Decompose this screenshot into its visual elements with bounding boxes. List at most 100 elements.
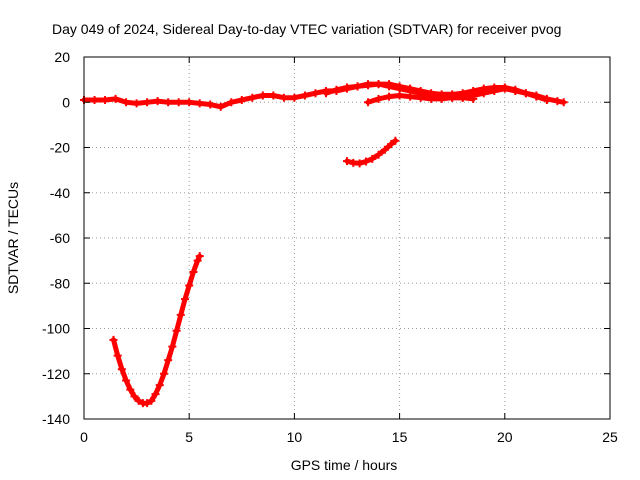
data-point — [395, 91, 404, 100]
series-arc-13h — [343, 136, 400, 168]
data-point — [332, 85, 341, 94]
data-point — [185, 281, 194, 290]
x-axis-label: GPS time / hours — [291, 457, 398, 473]
data-point — [174, 98, 183, 107]
data-point — [553, 97, 562, 106]
series-lower-branch — [364, 91, 478, 107]
data-point — [195, 252, 204, 261]
data-point — [387, 140, 396, 149]
data-point — [374, 94, 383, 103]
data-point — [427, 94, 436, 103]
data-point — [343, 83, 351, 92]
data-point — [361, 157, 370, 166]
x-tick-label: 15 — [392, 429, 408, 445]
data-point — [168, 342, 177, 351]
data-point — [151, 390, 160, 399]
data-point — [521, 89, 530, 98]
x-tick-label: 5 — [185, 429, 193, 445]
data-point — [185, 98, 194, 107]
y-tick-label: -120 — [42, 366, 70, 382]
data-point — [122, 376, 131, 385]
data-point — [159, 369, 168, 378]
y-tick-label: -60 — [50, 230, 70, 246]
data-point — [479, 84, 488, 93]
data-point — [134, 396, 143, 405]
data-point — [406, 92, 415, 101]
data-point — [395, 82, 404, 91]
data-point — [101, 95, 110, 104]
data-point — [155, 381, 164, 390]
data-point — [469, 86, 478, 95]
data-point — [132, 99, 141, 108]
data-point — [143, 98, 152, 107]
y-tick-label: -140 — [42, 411, 70, 427]
data-point — [416, 93, 425, 102]
y-tick-label: -20 — [50, 140, 70, 156]
plot-frame — [83, 56, 611, 420]
data-point — [269, 91, 278, 100]
data-point — [559, 98, 568, 107]
data-point — [164, 356, 173, 365]
data-point — [258, 91, 267, 100]
data-point — [126, 385, 135, 394]
data-point — [113, 351, 122, 360]
data-point — [109, 335, 118, 344]
data-point — [380, 145, 389, 154]
data-point — [176, 310, 185, 319]
data-point — [406, 84, 415, 93]
y-tick-label: 0 — [62, 94, 70, 110]
data-point — [311, 89, 320, 98]
labels: Day 049 of 2024, Sidereal Day-to-day VTE… — [5, 21, 561, 473]
data-point — [90, 95, 99, 104]
data-point — [391, 136, 400, 145]
data-point — [227, 98, 236, 107]
data-point — [147, 396, 156, 405]
data-point — [437, 94, 446, 103]
data-point — [448, 93, 457, 102]
data-point — [117, 365, 126, 374]
data-point — [172, 326, 181, 335]
chart-title: Day 049 of 2024, Sidereal Day-to-day VTE… — [52, 21, 561, 37]
x-tick-label: 25 — [602, 429, 618, 445]
data-point — [195, 99, 204, 108]
y-tick-label: -80 — [50, 275, 70, 291]
y-tick-label: 20 — [54, 49, 70, 65]
data-point — [416, 86, 425, 95]
data-point — [122, 98, 131, 107]
y-tick-label: -40 — [50, 185, 70, 201]
data-point — [374, 150, 383, 159]
x-tick-label: 20 — [497, 429, 513, 445]
data-point — [237, 95, 246, 104]
data-point — [368, 154, 377, 163]
data-point — [355, 159, 364, 168]
y-tick-label: -100 — [42, 321, 70, 337]
data-point — [130, 392, 139, 401]
data-point — [343, 157, 351, 166]
data-point — [164, 98, 173, 107]
data-point — [248, 93, 257, 102]
x-tick-label: 0 — [80, 429, 88, 445]
x-tick-label: 10 — [287, 429, 303, 445]
data-point — [216, 102, 225, 111]
data-marks — [80, 80, 568, 408]
series-arc-3h — [109, 252, 204, 408]
data-point — [279, 93, 288, 102]
series-line — [323, 81, 550, 103]
data-point — [321, 89, 330, 98]
data-point — [300, 91, 309, 100]
data-point — [469, 94, 478, 103]
data-point — [153, 97, 162, 106]
data-point — [364, 98, 373, 107]
data-point — [374, 80, 383, 89]
data-point — [532, 92, 541, 101]
series-line — [111, 253, 203, 406]
data-point — [500, 83, 509, 92]
data-point — [364, 81, 373, 90]
y-axis-label: SDTVAR / TECUs — [5, 182, 21, 294]
data-point — [458, 93, 467, 102]
data-point — [385, 80, 394, 89]
data-point — [143, 399, 152, 408]
data-point — [490, 83, 499, 92]
data-point — [193, 256, 202, 265]
